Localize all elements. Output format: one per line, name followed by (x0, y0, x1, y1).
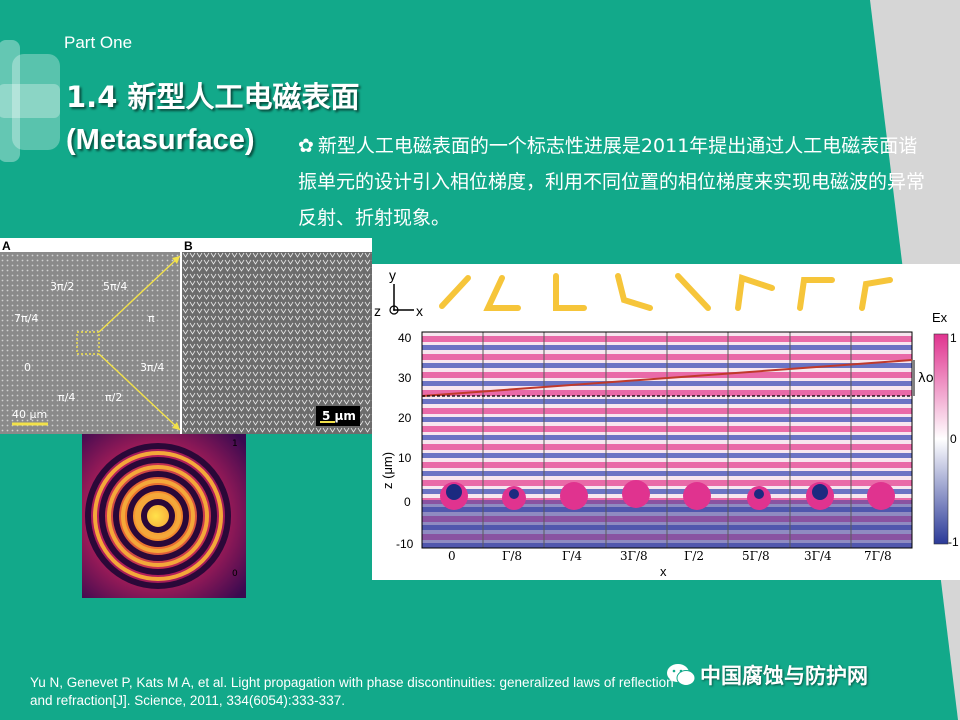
part-label: Part One (64, 33, 133, 52)
phase-label: 7π/4 (14, 312, 38, 325)
xtick: 7Γ/8 (864, 549, 892, 563)
axis-glyph-z: z (374, 303, 381, 319)
phase-label: 3π/4 (140, 361, 164, 374)
ytick: 20 (398, 411, 412, 425)
lambda-label: λo (918, 371, 934, 386)
xtick: 5Γ/8 (742, 549, 770, 563)
xtick: 3Γ/8 (620, 549, 648, 563)
figure-b-scale: 5 μm (322, 409, 356, 423)
description-paragraph: ✿ 新型人工电磁表面的一个标志性进展是2011年提出通过人工电磁表面谐振单元的设计… (298, 128, 930, 236)
phase-label: 0 (24, 361, 31, 374)
wechat-icon (667, 664, 696, 686)
slide-title: 1.4 新型人工电磁表面 (66, 80, 360, 114)
xtick: Γ/4 (562, 549, 582, 563)
phase-label: 5π/4 (103, 280, 127, 293)
phase-label: π/4 (58, 391, 75, 404)
ytick: 10 (398, 451, 412, 465)
description-text: 新型人工电磁表面的一个标志性进展是2011年提出通过人工电磁表面谐振单元的设计引… (298, 135, 926, 229)
phase-label: 3π/2 (50, 280, 74, 293)
figure-field-panel: y x z 40 30 20 10 0 -10 z (μm) (372, 264, 960, 580)
figure-a-scale: 40 μm (12, 408, 47, 421)
xtick: 0 (448, 549, 456, 563)
spiral-colorbar-min: 0 (232, 569, 238, 579)
phase-label: π (148, 312, 155, 325)
ytick: 40 (398, 331, 412, 345)
figure-a-label: A (2, 239, 11, 253)
figure-sem-panel: A B 3π/2 5π/4 7π/4 π 0 3π/4 π/4 π/2 40 μ… (0, 238, 372, 434)
figure-b-label: B (184, 239, 193, 253)
spiral-colorbar-max: 1 (232, 439, 238, 449)
xtick: 3Γ/4 (804, 549, 832, 563)
watermark-text: 中国腐蚀与防护网 (700, 664, 868, 688)
colorbar-tick: 0 (950, 432, 957, 446)
axis-glyph-x: x (416, 303, 423, 319)
y-axis-label: z (μm) (380, 452, 395, 489)
x-axis-label: x (660, 564, 667, 579)
colorbar-tick: 1 (950, 331, 957, 345)
colorbar-tick: -1 (948, 535, 959, 549)
ytick: -10 (396, 537, 414, 551)
ytick: 30 (398, 371, 412, 385)
slide-subtitle: (Metasurface) (66, 124, 255, 156)
xtick: Γ/8 (502, 549, 522, 563)
flower-bullet-icon: ✿ (298, 135, 314, 157)
plus-decoration (0, 40, 60, 162)
xtick: Γ/2 (684, 549, 704, 563)
axis-glyph-y: y (389, 267, 396, 283)
citation-text: Yu N, Genevet P, Kats M A, et al. Light … (30, 675, 674, 708)
phase-label: π/2 (105, 391, 122, 404)
colorbar-title: Ex (932, 310, 948, 325)
figure-spiral-panel: 1 0 (82, 434, 246, 598)
ytick: 0 (404, 495, 411, 509)
